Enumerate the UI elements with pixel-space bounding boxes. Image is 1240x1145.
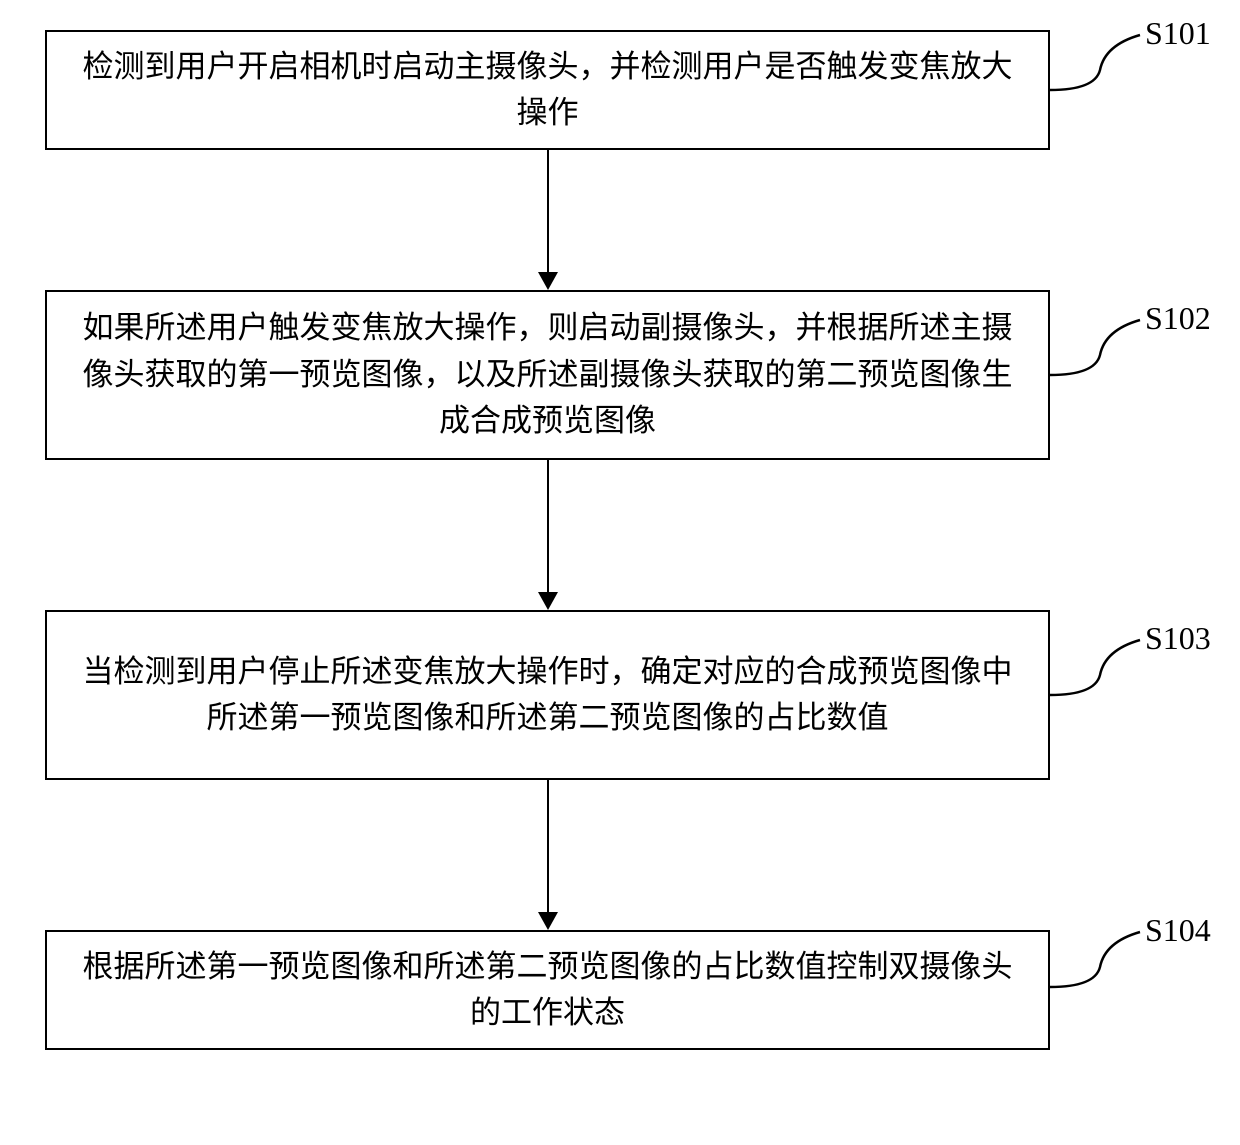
box-4-label: S104 [1145,912,1211,949]
arrow-1-line [547,150,549,272]
box-3-label: S103 [1145,620,1211,657]
arrow-1-head [538,272,558,290]
arrow-3-head [538,912,558,930]
flowchart-box-4: 根据所述第一预览图像和所述第二预览图像的占比数值控制双摄像头的工作状态 [45,930,1050,1050]
flowchart-container: 检测到用户开启相机时启动主摄像头，并检测用户是否触发变焦放大操作 S101 如果… [0,0,1240,1145]
flowchart-box-2: 如果所述用户触发变焦放大操作，则启动副摄像头，并根据所述主摄像头获取的第一预览图… [45,290,1050,460]
box-2-text: 如果所述用户触发变焦放大操作，则启动副摄像头，并根据所述主摄像头获取的第一预览图… [71,305,1024,445]
box-2-label: S102 [1145,300,1211,337]
connector-curve-3 [1050,630,1150,720]
arrow-3-line [547,780,549,912]
connector-curve-2 [1050,310,1150,400]
flowchart-box-3: 当检测到用户停止所述变焦放大操作时，确定对应的合成预览图像中所述第一预览图像和所… [45,610,1050,780]
box-1-text: 检测到用户开启相机时启动主摄像头，并检测用户是否触发变焦放大操作 [71,44,1024,137]
arrow-2-line [547,460,549,592]
flowchart-box-1: 检测到用户开启相机时启动主摄像头，并检测用户是否触发变焦放大操作 [45,30,1050,150]
connector-curve-1 [1050,25,1150,115]
connector-curve-4 [1050,922,1150,1012]
box-3-text: 当检测到用户停止所述变焦放大操作时，确定对应的合成预览图像中所述第一预览图像和所… [71,649,1024,742]
box-1-label: S101 [1145,15,1211,52]
arrow-2-head [538,592,558,610]
box-4-text: 根据所述第一预览图像和所述第二预览图像的占比数值控制双摄像头的工作状态 [71,944,1024,1037]
